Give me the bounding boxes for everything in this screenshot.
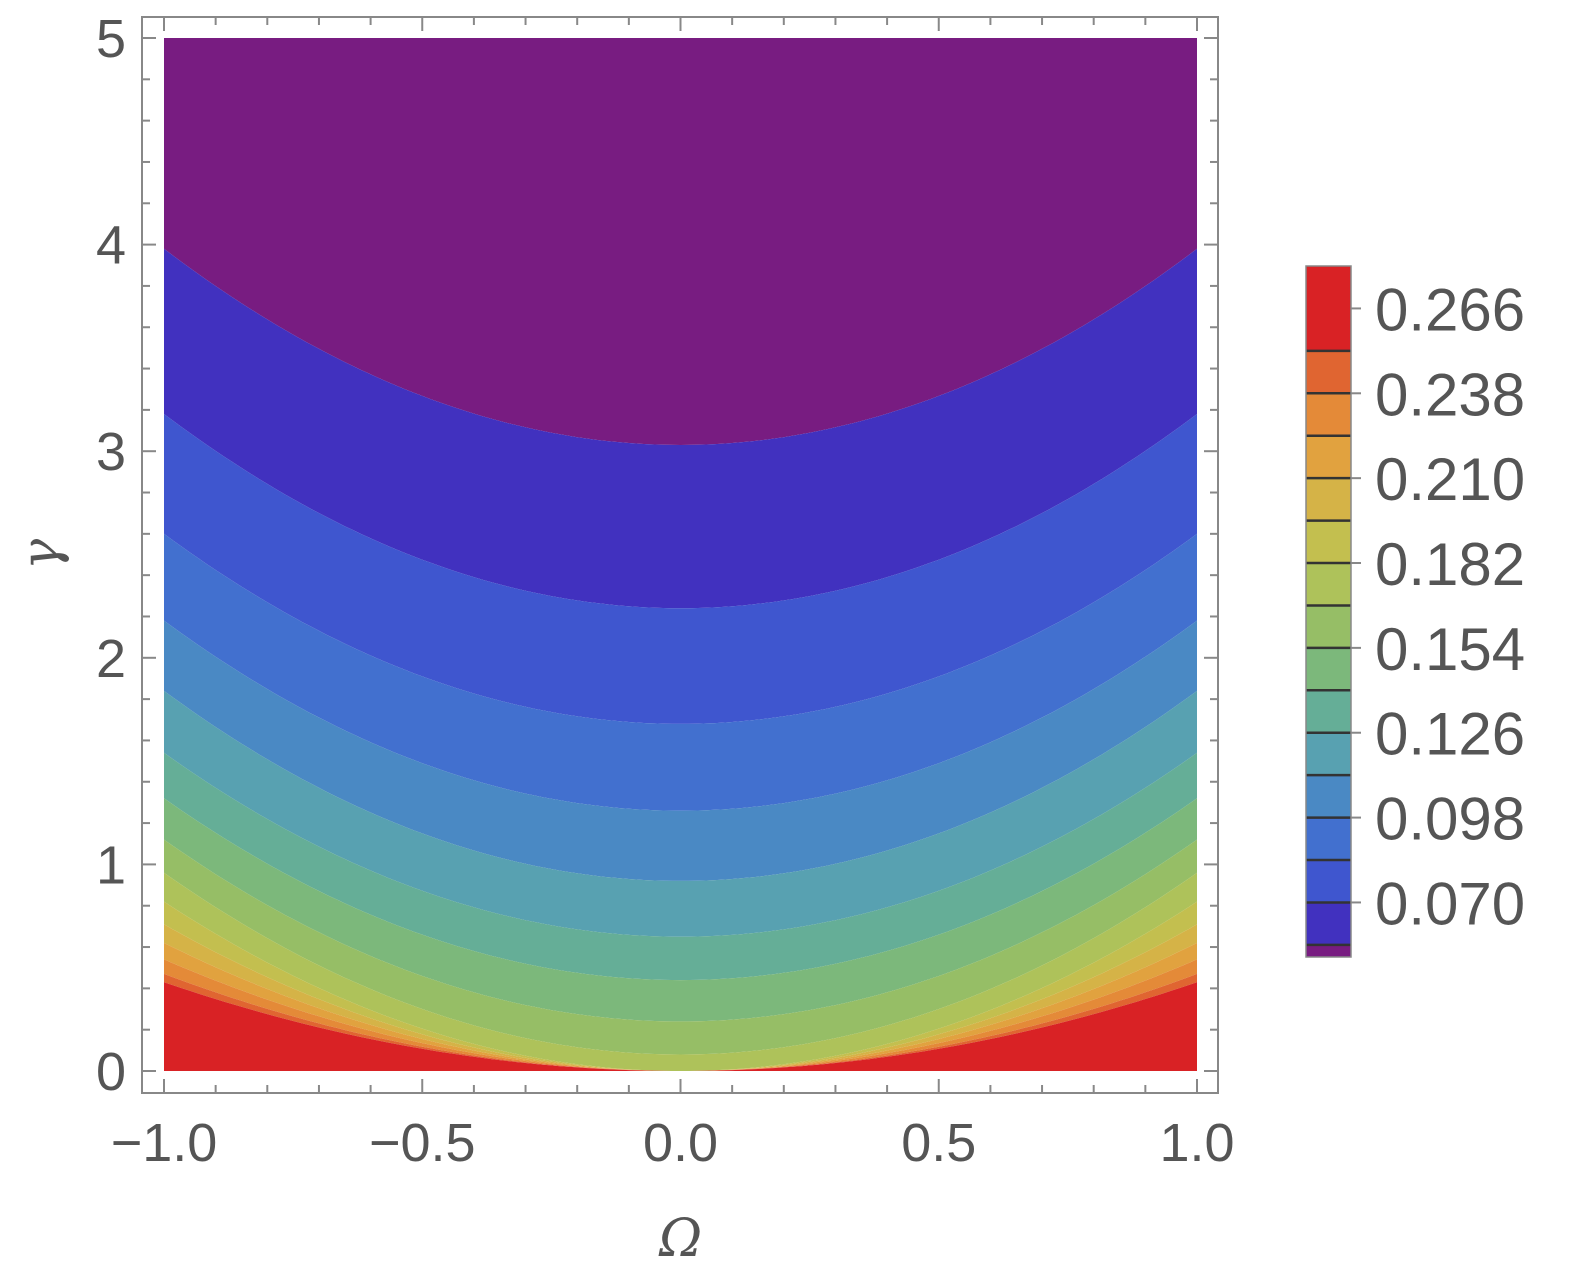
contour-band (164, 414, 1197, 724)
colorbar-swatch (1306, 860, 1351, 903)
x-tick-label: 0.5 (901, 1113, 976, 1173)
colorbar-frame (1305, 265, 1352, 958)
y-tick-label: 4 (96, 216, 126, 276)
contour-band (164, 959, 1197, 1071)
colorbar-label: 0.070 (1375, 870, 1525, 937)
contour-band (164, 982, 1197, 1071)
contour-band (164, 690, 1197, 937)
colorbar-swatch (1306, 775, 1351, 818)
contour-band (164, 924, 1197, 1071)
contour-band (164, 839, 1197, 1055)
colorbar-label: 0.182 (1375, 531, 1525, 598)
contour-bands (164, 38, 1197, 1071)
colorbar-swatch (1306, 393, 1351, 436)
y-tick-label: 3 (96, 422, 126, 482)
y-tick-label: 5 (96, 9, 126, 69)
contour-band (164, 620, 1197, 881)
y-tick-label: 1 (96, 835, 126, 895)
colorbar-label: 0.154 (1375, 616, 1525, 683)
y-ticks: 0 1 2 3 4 5 (96, 9, 1218, 1102)
colorbar-swatch (1306, 605, 1351, 648)
colorbar-swatch (1306, 732, 1351, 776)
colorbar-swatch (1306, 563, 1351, 606)
colorbar-swatch (1306, 478, 1351, 521)
colorbar-swatch (1306, 690, 1351, 733)
contour-band (164, 248, 1197, 609)
colorbar-swatch (1306, 350, 1351, 394)
colorbar-swatch (1306, 817, 1351, 861)
contour-band (164, 798, 1197, 1022)
x-tick-label: −0.5 (369, 1113, 476, 1173)
colorbar-swatch (1306, 520, 1351, 564)
x-tick-label: −1.0 (111, 1113, 218, 1173)
colorbar-swatch (1306, 944, 1351, 957)
y-tick-label: 2 (96, 629, 126, 689)
contour-band (164, 752, 1197, 981)
x-tick-label: 1.0 (1159, 1113, 1234, 1173)
contour-band (164, 38, 1197, 445)
contour-band (164, 901, 1197, 1071)
colorbar: 0.266 0.238 0.210 0.182 0.154 0.126 0.098 0.070 (1305, 265, 1525, 958)
contour-band (164, 533, 1197, 811)
contour-band (164, 872, 1197, 1071)
colorbar-swatch (1306, 266, 1351, 351)
x-axis-label: Ω (658, 1209, 702, 1269)
colorbar-label: 0.098 (1375, 786, 1525, 853)
colorbar-label: 0.210 (1375, 446, 1525, 513)
contour-band (164, 973, 1197, 1071)
x-tick-label: 0.0 (643, 1113, 718, 1173)
colorbar-label: 0.126 (1375, 701, 1525, 768)
colorbar-label: 0.266 (1375, 276, 1525, 343)
colorbar-swatch (1306, 435, 1351, 479)
y-tick-label: 0 (96, 1042, 126, 1102)
colorbar-swatch (1306, 902, 1351, 945)
y-axis-label: γ (11, 538, 71, 570)
colorbar-swatch (1306, 647, 1351, 691)
colorbar-label: 0.238 (1375, 361, 1525, 428)
x-ticks: −1.0 −0.5 0.0 0.5 1.0 (111, 17, 1235, 1173)
